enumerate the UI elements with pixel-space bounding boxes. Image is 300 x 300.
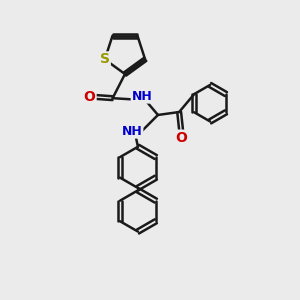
Text: O: O — [176, 130, 188, 145]
Text: NH: NH — [132, 90, 152, 103]
Text: O: O — [84, 90, 96, 104]
Text: NH: NH — [122, 125, 142, 138]
Text: S: S — [100, 52, 110, 66]
